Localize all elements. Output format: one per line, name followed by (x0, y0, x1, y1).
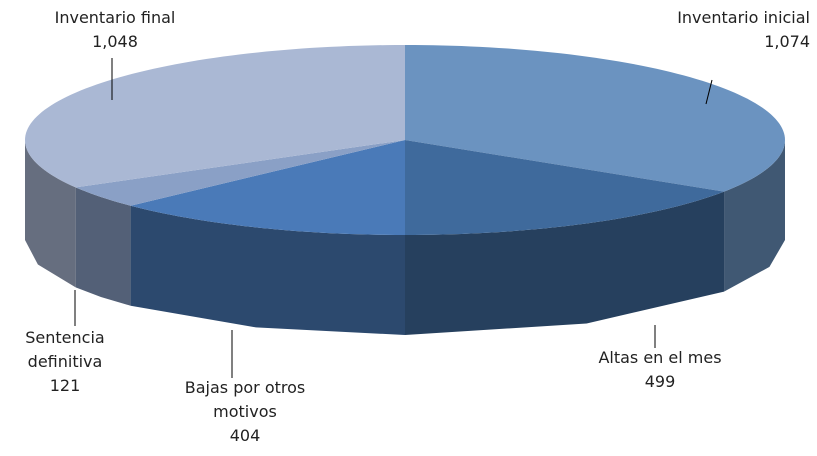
value-label: 404 (229, 426, 261, 445)
data-label: Sentencia definitiva 121 (0, 326, 130, 398)
slice (75, 140, 405, 206)
slice (405, 140, 725, 235)
data-label: Inventario final 1,048 (20, 6, 210, 54)
data-label: Altas en el mes 499 (560, 346, 760, 394)
category-label: Inventario inicial (677, 8, 810, 27)
category-label: Bajas por otros motivos (184, 378, 306, 421)
slice-side (25, 140, 76, 288)
slice (405, 45, 785, 192)
value-label: 121 (49, 376, 81, 395)
slice-side (405, 191, 725, 335)
slice-side (75, 187, 131, 306)
data-label: Bajas por otros motivos 404 (160, 376, 330, 448)
category-label: Inventario final (54, 8, 176, 27)
slice (25, 45, 405, 188)
slice-side (130, 205, 405, 335)
leader-line (705, 79, 713, 105)
value-label: 1,048 (92, 32, 138, 51)
slice-side (724, 140, 785, 292)
slice (130, 140, 405, 235)
value-label: 499 (644, 372, 676, 391)
category-label: Sentencia definitiva (25, 328, 105, 371)
value-label: 1,074 (764, 32, 810, 51)
category-label: Altas en el mes (598, 348, 722, 367)
data-label: Inventario inicial 1,074 (670, 6, 810, 54)
